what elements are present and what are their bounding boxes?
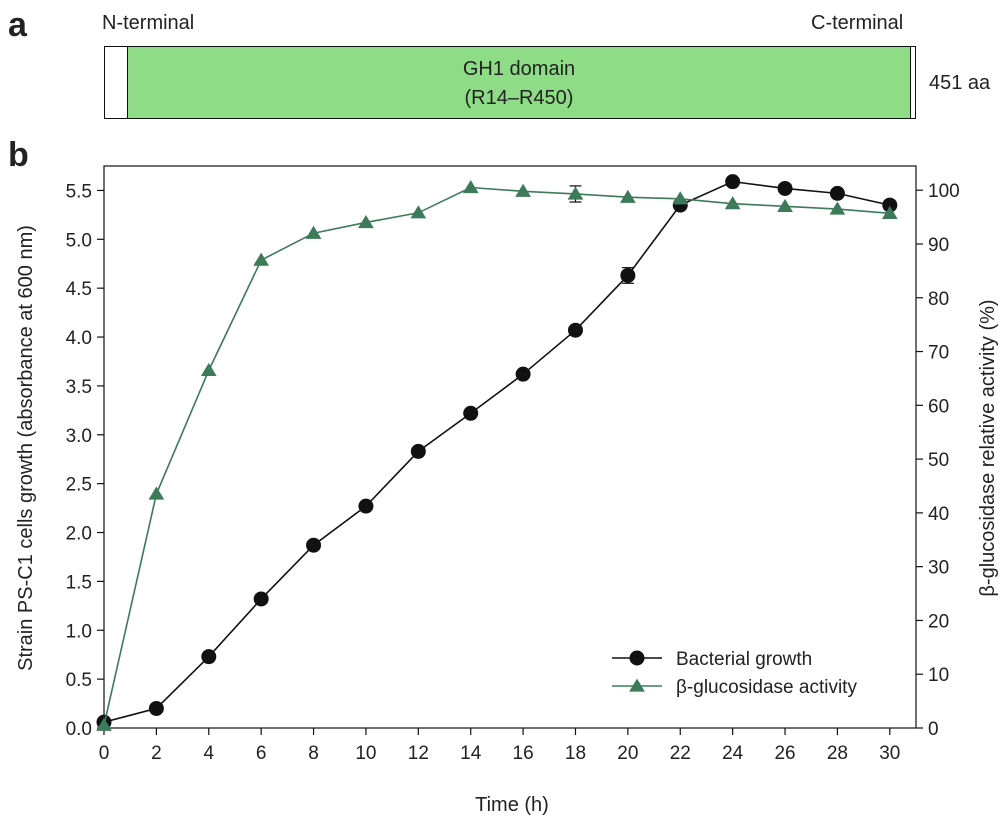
x-tick-label: 18 [565,743,586,764]
x-tick-label: 2 [151,743,162,764]
c-terminal-label: C-terminal [811,12,904,34]
data-point [829,201,846,215]
data-point [725,174,741,190]
data-point [515,183,531,197]
y-tick-label: 4.0 [66,328,92,349]
data-point [410,205,427,219]
gh1-domain-box: GH1 domain (R14–R450) [127,47,911,118]
data-point [777,180,793,196]
y2-tick-label: 10 [928,665,949,686]
y-axis-right: 0 10 20 30 40 50 60 70 80 90 100 [916,181,960,740]
data-point [567,186,584,200]
data-point [253,252,270,266]
y-tick-label: 2.5 [66,475,92,496]
y-axis-left-label: Strain PS-C1 cells growth (absorbance at… [15,225,37,671]
gh1-domain-range: (R14–R450) [464,87,574,109]
x-tick-label: 20 [617,743,638,764]
y-tick-label: 3.0 [66,426,92,447]
y-tick-label: 2.0 [66,524,92,545]
protein-length-label: 451 aa [929,72,991,94]
y-axis-left: 0.0 0.5 1.0 1.5 2.0 2.5 3.0 3.5 4.0 4.5 5.0 5.5 [66,181,104,740]
panel-a-letter: a [8,6,27,44]
y2-tick-label: 90 [928,235,949,256]
y2-tick-label: 80 [928,289,949,310]
y2-tick-label: 0 [928,719,939,740]
y-axis-right-label: β-glucosidase relative activity (%) [977,299,999,596]
x-tick-label: 26 [774,743,795,764]
x-tick-label: 14 [460,743,482,764]
data-point [463,405,479,421]
data-point [620,267,636,283]
y-tick-label: 0.0 [66,719,92,740]
data-point [148,700,164,716]
y2-tick-label: 30 [928,558,949,579]
y2-tick-label: 70 [928,343,949,364]
data-point [515,366,531,382]
y-tick-label: 3.5 [66,377,92,398]
y-tick-label: 1.5 [66,572,92,593]
data-point [462,180,479,194]
data-point [201,649,217,665]
legend: Bacterial growth β-glucosidase activity [612,649,857,698]
y-tick-label: 0.5 [66,670,92,691]
x-tick-label: 6 [256,743,267,764]
data-point [882,197,898,213]
n-terminal-label: N-terminal [102,12,195,34]
legend-entry: Bacterial growth [612,649,812,670]
gh1-domain-name: GH1 domain [462,58,576,80]
x-tick-label: 30 [879,743,900,764]
data-point [96,717,112,731]
panel-b-letter: b [8,136,29,174]
y-tick-label: 5.5 [66,181,92,202]
legend-marker [629,678,645,692]
data-point [148,486,165,500]
series-activity [96,180,898,731]
plot-border [103,165,917,729]
x-tick-label: 28 [827,743,848,764]
x-tick-label: 24 [722,743,744,764]
legend-marker [629,650,645,666]
legend-label: Bacterial growth [676,649,812,670]
data-point [253,591,269,607]
x-tick-label: 22 [670,743,691,764]
x-tick-label: 0 [99,743,110,764]
y2-tick-label: 20 [928,611,949,632]
y2-tick-label: 50 [928,450,949,471]
y-tick-label: 1.0 [66,621,92,642]
data-point [881,205,898,219]
legend-entry: β-glucosidase activity [612,677,857,698]
data-point [358,214,374,229]
x-tick-label: 4 [203,743,214,764]
x-axis: 0 2 4 6 8 10 12 14 16 18 20 22 24 26 28 30 [99,728,900,764]
data-point [410,443,426,459]
y2-tick-label: 100 [928,181,960,202]
data-point [200,362,217,376]
y2-tick-label: 40 [928,504,949,525]
data-point [777,198,793,212]
protein-domain-bar: GH1 domain (R14–R450) [104,46,916,119]
series-growth [96,174,898,730]
data-point [306,537,322,553]
y-tick-label: 5.0 [66,230,92,251]
x-tick-label: 12 [408,743,429,764]
data-point [619,189,636,203]
data-point [305,225,322,239]
data-point [829,185,845,201]
plot-frame [103,165,917,729]
data-point [724,196,741,210]
x-tick-label: 10 [355,743,376,764]
data-point [358,498,374,514]
series-line [103,186,890,726]
x-tick-label: 8 [308,743,319,764]
data-point [567,322,583,338]
data-point [672,191,689,205]
y-tick-label: 4.5 [66,279,92,300]
series-layer [96,174,898,731]
series-line [103,180,890,723]
x-axis-label: Time (h) [475,794,549,816]
legend-label: β-glucosidase activity [676,677,857,698]
y2-tick-label: 60 [928,396,949,417]
x-tick-label: 16 [513,743,534,764]
